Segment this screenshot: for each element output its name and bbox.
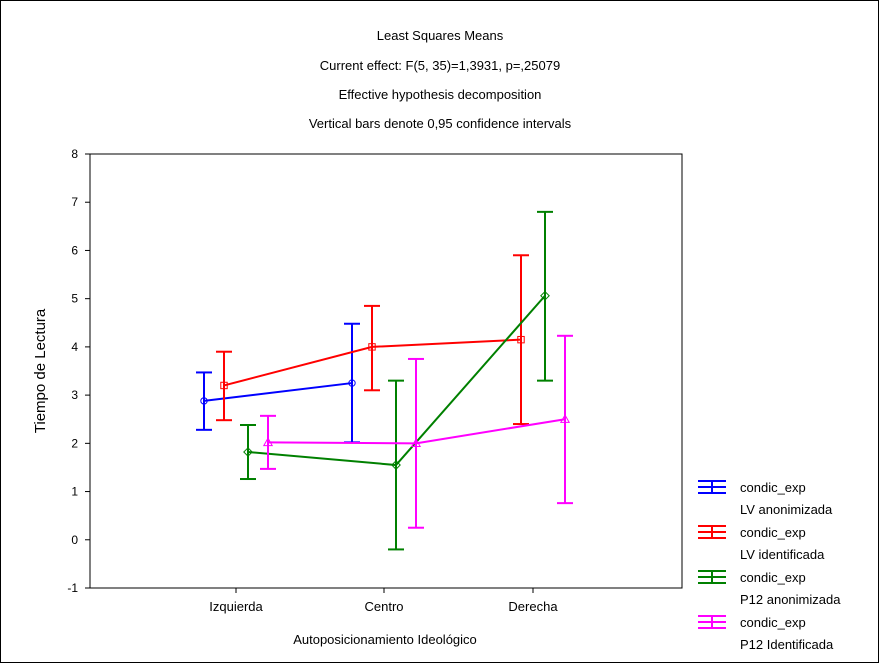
chart-subtitle-1: Current effect: F(5, 35)=1,3931, p=,2507… [320,58,560,73]
legend-label-detail: P12 anonimizada [740,592,841,607]
legend-label-detail: LV identificada [740,547,825,562]
y-tick-label: 2 [71,436,78,450]
y-tick-label: -1 [67,581,78,595]
y-tick-label: 6 [71,243,78,257]
series-point [200,397,208,405]
legend-label: condic_exp [740,525,806,540]
series-point [220,381,228,390]
series-point [243,447,253,457]
legend-label-detail: LV anonimizada [740,502,833,517]
y-tick-label: 1 [71,485,78,499]
x-tick-label: Derecha [508,599,558,614]
x-tick-label: Centro [364,599,403,614]
series-point [391,460,401,470]
y-tick-label: 7 [71,195,78,209]
chart-marks: 8 7 6 5 4 3 2 1 0 -1 Izquierda Centro Derecha [67,147,573,614]
plot-area [89,153,683,589]
x-tick-label: Izquierda [209,599,263,614]
legend-label: condic_exp [740,480,806,495]
series-point [517,335,525,344]
y-tick-label: 8 [71,147,78,161]
series-point [559,414,571,423]
y-axis-label: Tiempo de Lectura [32,308,49,433]
series-point [368,343,376,351]
legend-label: condic_exp [740,570,806,585]
series-line [247,295,546,467]
series-line [267,418,566,445]
x-axis-label: Autoposicionamiento Ideológico [293,632,477,647]
chart-subtitle-3: Vertical bars denote 0,95 confidence int… [309,116,572,131]
y-tick-label: 5 [71,292,78,306]
y-tick-label: 0 [71,533,78,547]
chart-title: Least Squares Means [377,28,504,43]
series-point [348,379,356,387]
legend: condic_exp LV anonimizada condic_exp LV ide… [698,480,841,652]
legend-label-detail: P12 Identificada [740,637,834,652]
series-line [203,382,353,402]
y-tick-label: 3 [71,388,78,402]
chart-subtitle-2: Effective hypothesis decomposition [339,87,542,102]
series-point [262,437,274,447]
series-line [223,338,522,387]
series-point [410,438,422,448]
y-tick-label: 4 [71,340,78,354]
series-point [540,290,550,301]
legend-label: condic_exp [740,615,806,630]
